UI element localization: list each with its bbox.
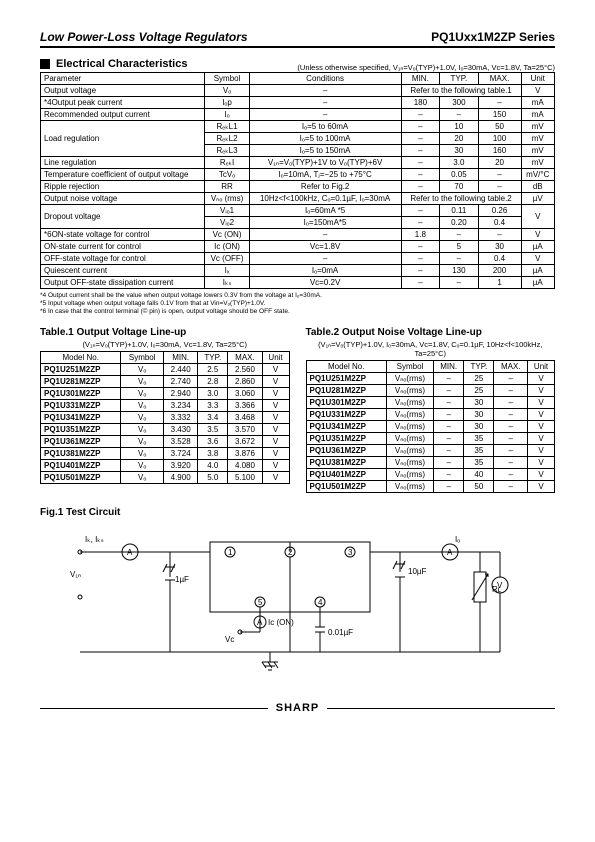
table-row: PQ1U341M2ZPVₒ3.3323.43.468V <box>41 412 290 424</box>
main-table-header: Symbol <box>205 73 249 85</box>
table-row: PQ1U501M2ZPVₙₒ(rms)–50–V <box>306 481 555 493</box>
table2: Model No.SymbolMIN.TYP.MAX.UnitPQ1U251M2… <box>306 360 556 493</box>
svg-text:1µF: 1µF <box>175 575 189 584</box>
table-row: PQ1U381M2ZPVₒ3.7243.83.876V <box>41 448 290 460</box>
table1: Model No.SymbolMIN.TYP.MAX.UnitPQ1U251M2… <box>40 351 290 484</box>
svg-text:Iᴄ (ON): Iᴄ (ON) <box>268 618 294 627</box>
test-circuit-diagram: .w { stroke:#000; stroke-width:1; fill:n… <box>40 522 555 692</box>
main-characteristics-table: ParameterSymbolConditionsMIN.TYP.MAX.Uni… <box>40 72 555 289</box>
table-row: Load regulationRₑₖL1Iₒ=5 to 60mA–1050mV <box>41 121 555 133</box>
section-title: Electrical Characteristics <box>40 58 187 70</box>
svg-text:Iₖ, Iₖₛ: Iₖ, Iₖₛ <box>85 535 104 544</box>
svg-text:V₁ₙ: V₁ₙ <box>70 570 81 579</box>
table-row: PQ1U331M2ZPVₒ3.2343.33.366V <box>41 400 290 412</box>
fig1-title: Fig.1 Test Circuit <box>40 507 555 518</box>
svg-text:4: 4 <box>318 598 323 607</box>
table-row: Output voltageVₒ–Refer to the following … <box>41 85 555 97</box>
svg-text:A: A <box>127 548 133 557</box>
table-row: PQ1U361M2ZPVₒ3.5283.63.672V <box>41 436 290 448</box>
main-condition: (Unless otherwise specified, V₁ₙ=Vₒ(TYP)… <box>297 63 555 72</box>
table-row: PQ1U351M2ZPVₙₒ(rms)–35–V <box>306 433 555 445</box>
table-row: PQ1U331M2ZPVₙₒ(rms)–30–V <box>306 409 555 421</box>
table-row: Line regulationRₑₖIV₁ₙ=Vₒ(TYP)+1V to Vₒ(… <box>41 157 555 169</box>
table-row: Temperature coefficient of output voltag… <box>41 169 555 181</box>
main-table-header: Conditions <box>249 73 401 85</box>
footnote-line: *4 Output current shall be the value whe… <box>40 292 555 300</box>
table-row: Dropout voltageVᵢₒ1Iₒ=60mA *5–0.110.26V <box>41 205 555 217</box>
table-row: OFF-state voltage for controlVᴄ (OFF)–––… <box>41 253 555 265</box>
table-row: Output OFF-state dissipation currentIₖₛV… <box>41 277 555 289</box>
table-row: PQ1U361M2ZPVₙₒ(rms)–35–V <box>306 445 555 457</box>
svg-text:A: A <box>257 618 263 627</box>
page-footer: SHARP <box>40 702 555 714</box>
svg-text:V: V <box>497 581 503 590</box>
svg-text:3: 3 <box>348 548 353 557</box>
table-row: Output noise voltageVₙₒ (rms)10Hz<f<100k… <box>41 193 555 205</box>
footer-rule-left <box>40 708 268 709</box>
footnote-line: *5 Input voltage when output voltage fal… <box>40 300 555 308</box>
footnote-line: *6 In case that the control terminal (© … <box>40 308 555 316</box>
table-row: ON-state current for controlIᴄ (ON)Vᴄ=1.… <box>41 241 555 253</box>
main-table-header: MIN. <box>401 73 440 85</box>
svg-text:1: 1 <box>228 548 233 557</box>
svg-text:Vᴄ: Vᴄ <box>225 635 234 644</box>
header-right: PQ1Uxx1M2ZP Series <box>431 30 555 44</box>
table-row: PQ1U281M2ZPVₒ2.7402.82.860V <box>41 376 290 388</box>
table-row: PQ1U381M2ZPVₙₒ(rms)–35–V <box>306 457 555 469</box>
svg-text:A: A <box>447 548 453 557</box>
footnotes: *4 Output current shall be the value whe… <box>40 292 555 315</box>
table-row: PQ1U281M2ZPVₙₒ(rms)–25–V <box>306 385 555 397</box>
table-row: PQ1U251M2ZPVₒ2.4402.52.560V <box>41 364 290 376</box>
table-row: PQ1U301M2ZPVₒ2.9403.03.060V <box>41 388 290 400</box>
page-header: Low Power-Loss Voltage Regulators PQ1Uxx… <box>40 30 555 48</box>
svg-text:Iₒ: Iₒ <box>455 535 460 544</box>
table-row: PQ1U501M2ZPVₒ4.9005.05.100V <box>41 472 290 484</box>
sharp-logo: SHARP <box>276 702 320 714</box>
table-row: *4Output peak currentIₒp–180300–mA <box>41 97 555 109</box>
table-row: PQ1U351M2ZPVₒ3.4303.53.570V <box>41 424 290 436</box>
table-row: *6ON-state voltage for controlVᴄ (ON)–1.… <box>41 229 555 241</box>
svg-text:10µF: 10µF <box>408 567 427 576</box>
table-row: Quiescent currentIₓIₒ=0mA–130200µA <box>41 265 555 277</box>
table-row: PQ1U401M2ZPVₒ3.9204.04.080V <box>41 460 290 472</box>
main-table-header: Parameter <box>41 73 205 85</box>
table-row: PQ1U341M2ZPVₙₒ(rms)–30–V <box>306 421 555 433</box>
svg-text:0.01µF: 0.01µF <box>328 628 353 637</box>
svg-text:5: 5 <box>258 598 263 607</box>
table-row: PQ1U251M2ZPVₙₒ(rms)–25–V <box>306 373 555 385</box>
square-bullet-icon <box>40 59 50 69</box>
footer-rule-right <box>327 708 555 709</box>
main-table-header: Unit <box>521 73 554 85</box>
table1-title: Table.1 Output Voltage Line-up <box>40 327 290 338</box>
section-title-label: Electrical Characteristics <box>56 58 187 70</box>
table-row: Ripple rejectionRRRefer to Fig.2–70–dB <box>41 181 555 193</box>
table2-title: Table.2 Output Noise Voltage Line-up <box>306 327 556 338</box>
table1-cond: (V₁ₙ=Vₒ(TYP)+1.0V, Iₒ=30mA, Vᴄ=1.8V, Ta=… <box>40 340 290 349</box>
main-table-header: TYP. <box>440 73 478 85</box>
table-row: Recommended output currentIₒ–––150mA <box>41 109 555 121</box>
table-row: PQ1U401M2ZPVₙₒ(rms)–40–V <box>306 469 555 481</box>
main-table-header: MAX. <box>478 73 521 85</box>
table2-cond: (V₁ₙ=Vₒ(TYP)+1.0V, Iₒ=30mA, Vᴄ=1.8V, Cₒ=… <box>306 340 556 358</box>
header-left: Low Power-Loss Voltage Regulators <box>40 30 248 44</box>
table-row: PQ1U301M2ZPVₙₒ(rms)–30–V <box>306 397 555 409</box>
